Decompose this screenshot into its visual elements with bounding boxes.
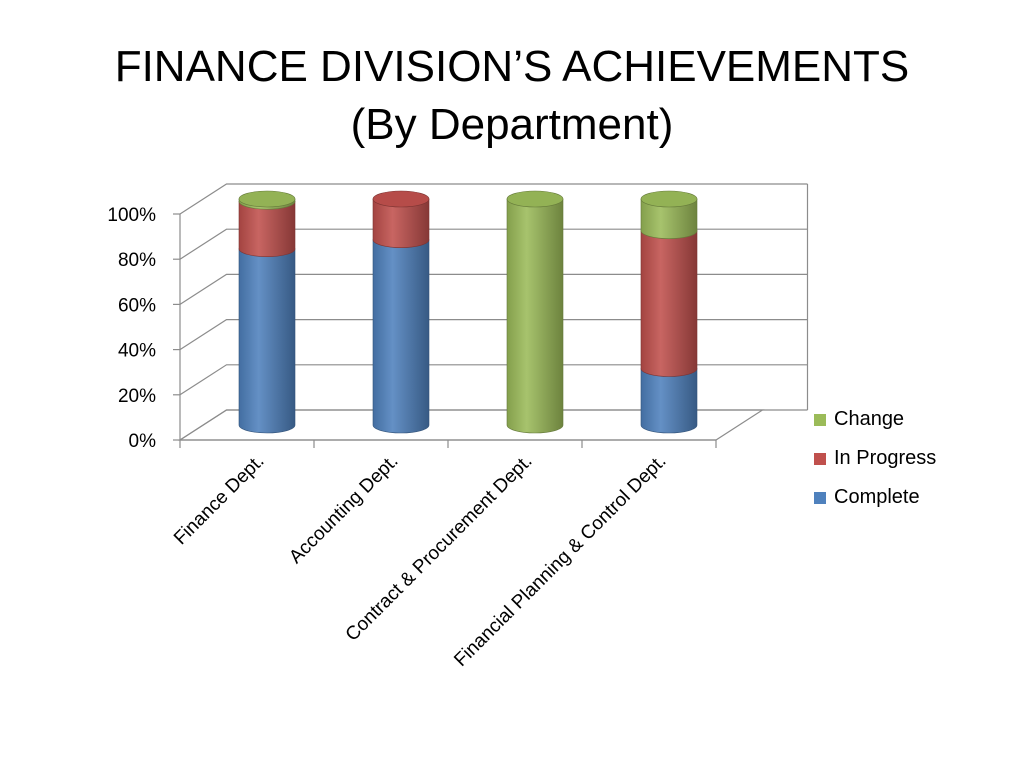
legend-item: In Progress xyxy=(814,439,936,478)
chart-title: FINANCE DIVISION’S ACHIEVEMENTS (By Depa… xyxy=(0,38,1024,154)
bar-stack xyxy=(506,190,564,434)
bar-stack xyxy=(372,190,430,434)
bar-segment-change xyxy=(506,190,564,434)
y-tick-label: 100% xyxy=(107,205,156,226)
y-tick-labels: 0% 20% 40% 60% 80% 100% xyxy=(107,205,156,452)
bar-segment-complete xyxy=(238,248,296,434)
gridline xyxy=(179,319,808,351)
legend-label: Complete xyxy=(834,486,920,508)
legend-swatch xyxy=(814,452,826,465)
y-tick-label: 40% xyxy=(118,341,156,362)
gridline xyxy=(179,273,808,305)
legend-swatch xyxy=(814,413,826,426)
y-tick-label: 20% xyxy=(118,386,156,407)
bar-stack xyxy=(238,190,296,434)
bar-stack xyxy=(640,190,698,434)
bar-segment-in-progress xyxy=(238,200,296,258)
gridline xyxy=(179,409,808,441)
legend-label: Change xyxy=(834,408,905,430)
y-tick-label: 0% xyxy=(129,431,157,452)
gridline xyxy=(179,228,808,260)
gridlines xyxy=(179,183,808,441)
x-tick-label: Finance Dept. xyxy=(170,451,268,549)
title-line-2: (By Department) xyxy=(350,100,674,149)
bar-segment-change xyxy=(238,190,296,210)
bar-segment-change xyxy=(640,190,698,239)
y-tick-label: 80% xyxy=(118,250,156,271)
legend: Change In Progress Complete xyxy=(814,400,936,517)
title-line-1: FINANCE DIVISION’S ACHIEVEMENTS xyxy=(114,42,910,91)
axes xyxy=(173,213,717,448)
bar-segment-complete xyxy=(640,368,698,434)
legend-swatch xyxy=(814,491,826,504)
x-tick-label: Accounting Dept. xyxy=(285,451,402,568)
bars xyxy=(238,190,698,434)
y-tick-label: 60% xyxy=(118,295,156,316)
bar-segment-complete xyxy=(372,239,430,434)
gridline xyxy=(179,183,808,215)
x-tick-label: Financial Planning & Control Dept. xyxy=(450,451,670,671)
bar-segment-in-progress xyxy=(640,230,698,377)
legend-item: Change xyxy=(814,400,936,439)
legend-label: In Progress xyxy=(834,447,937,469)
x-tick-labels: Finance Dept. Accounting Dept.Contract & … xyxy=(170,451,670,671)
gridline xyxy=(179,364,808,396)
legend-item: Complete xyxy=(814,478,936,517)
bar-segment-in-progress xyxy=(372,190,430,248)
